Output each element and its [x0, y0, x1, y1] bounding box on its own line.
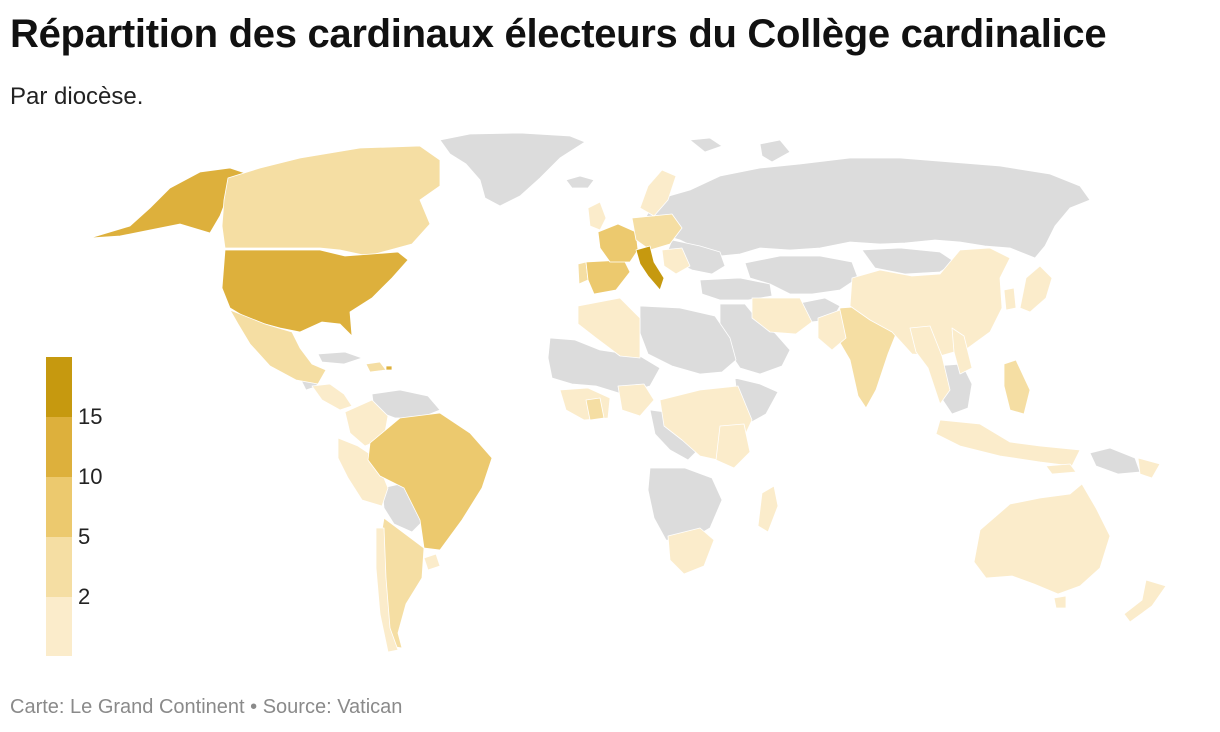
country-timor — [1045, 463, 1077, 475]
country-australia — [973, 483, 1111, 595]
country-france — [597, 223, 639, 263]
country-balkans — [661, 247, 691, 275]
footer-separator: • — [244, 696, 263, 718]
country-japan — [1019, 265, 1053, 313]
country-brazil — [367, 412, 493, 551]
country-algeria-morocco — [577, 297, 641, 359]
country-mongolia — [861, 247, 956, 275]
country-cuba — [317, 351, 363, 365]
country-madagascar — [757, 485, 779, 533]
legend-swatch-class-4 — [46, 417, 72, 477]
data-layer — [89, 145, 1167, 653]
legend-swatch-class-2 — [46, 537, 72, 597]
country-scandinavia — [639, 169, 677, 217]
color-legend: 15 10 5 2 — [46, 357, 126, 657]
country-central-europe — [631, 213, 683, 251]
island-svalbard — [689, 137, 723, 153]
country-ivory-coast-ghana — [585, 397, 605, 421]
country-vietnam — [951, 327, 973, 375]
country-south-africa — [667, 527, 715, 575]
country-uk-ireland — [587, 201, 607, 231]
country-philippines — [1003, 359, 1031, 415]
legend-swatch-class-1 — [46, 597, 72, 656]
map-subtitle: Par diocèse. — [10, 83, 144, 110]
country-caribbean-haiti — [365, 361, 387, 373]
country-korea — [1003, 287, 1017, 311]
country-new-guinea — [1089, 447, 1141, 475]
country-russia — [639, 157, 1091, 259]
country-spain — [585, 259, 631, 295]
country-myanmar-thailand — [909, 325, 951, 405]
country-nigeria — [617, 383, 655, 417]
legend-tick-10: 10 — [78, 464, 103, 489]
region-southern-africa — [647, 467, 723, 543]
legend-tick-2: 2 — [78, 584, 91, 609]
region-north-africa — [639, 305, 737, 375]
world-map — [0, 128, 1220, 668]
legend-tick-15: 15 — [78, 404, 103, 429]
country-puerto-rico — [385, 365, 393, 371]
country-ecuador-peru — [337, 437, 389, 507]
country-mexico — [229, 309, 327, 385]
country-tasmania — [1053, 595, 1067, 609]
country-iran-iraq — [751, 297, 813, 335]
country-kazakhstan — [744, 255, 859, 295]
country-pakistan — [817, 309, 847, 351]
map-title: Répartition des cardinaux électeurs du C… — [10, 12, 1107, 56]
footer-credit: Carte: Le Grand Continent — [10, 696, 245, 718]
island-novaya-zemlya — [759, 139, 791, 163]
footer-source: Source: Vatican — [262, 696, 403, 718]
country-uruguay — [423, 553, 441, 571]
legend-tick-5: 5 — [78, 524, 91, 549]
country-canada — [221, 145, 441, 257]
country-central-america — [311, 383, 353, 411]
country-iceland — [565, 175, 595, 189]
legend-swatch-class-5 — [46, 357, 72, 417]
country-chile — [375, 527, 399, 653]
country-italy — [635, 245, 665, 291]
country-china — [849, 247, 1011, 357]
no-data-layer — [299, 132, 1141, 543]
country-alaska-us — [89, 167, 246, 239]
legend-swatch-class-3 — [46, 477, 72, 537]
country-greenland — [439, 132, 586, 207]
map-footer: Carte: Le Grand Continent • Source: Vati… — [10, 696, 402, 719]
country-papua-new-guinea — [1137, 457, 1161, 479]
country-indonesia — [935, 419, 1081, 467]
country-kenya-tanzania — [715, 423, 751, 469]
country-new-zealand — [1123, 579, 1167, 623]
